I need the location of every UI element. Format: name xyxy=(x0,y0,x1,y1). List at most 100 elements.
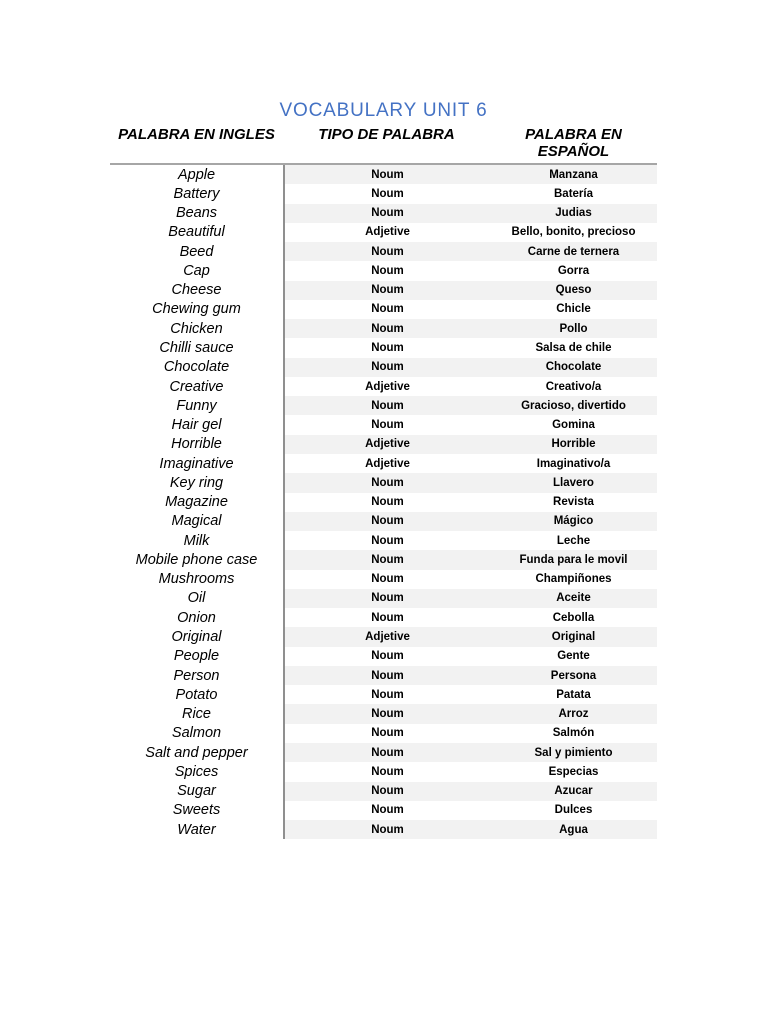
table-row: Person Noum Persona xyxy=(110,665,657,686)
cell-word-type: Noum xyxy=(371,592,404,605)
table-row: Cheese Noum Queso xyxy=(110,280,657,300)
cell-english-word: Mushrooms xyxy=(158,571,235,588)
cell-english-word: Onion xyxy=(177,609,216,626)
cell-group-shaded: Noum Leche xyxy=(283,531,657,551)
cell-spanish-word: Champiñones xyxy=(535,573,612,586)
cell-spanish-word: Revista xyxy=(553,496,594,509)
cell-english-word: Beautiful xyxy=(168,224,225,241)
cell-word-type: Noum xyxy=(371,804,404,817)
table-row: Rice Noum Arroz xyxy=(110,704,657,724)
cell-group-shaded: Noum Gomina xyxy=(283,415,657,435)
table-row: Imaginative Adjetive Imaginativo/a xyxy=(110,453,657,474)
cell-group-shaded: Noum Patata xyxy=(283,685,657,705)
table-row: Chewing gum Noum Chicle xyxy=(110,299,657,320)
cell-spanish-word: Gorra xyxy=(557,264,590,277)
cell-english-word: Chewing gum xyxy=(152,301,241,318)
cell-word-type: Noum xyxy=(371,245,404,258)
table-row: Magazine Noum Revista xyxy=(110,492,657,512)
cell-word-type: Noum xyxy=(371,515,404,528)
cell-english-word: Chilli sauce xyxy=(159,340,234,357)
cell-word-type: Noum xyxy=(371,284,404,297)
cell-group-shaded: Noum Revista xyxy=(283,492,657,512)
cell-spanish-word: Mágico xyxy=(553,515,594,528)
cell-spanish-word: Arroz xyxy=(558,708,589,721)
cell-english-word: Magazine xyxy=(165,494,228,511)
cell-group-shaded: Noum Salsa de chile xyxy=(283,338,657,358)
table-row: Hair gel Noum Gomina xyxy=(110,415,657,435)
column-header-word-type: TIPO DE PALABRA xyxy=(318,126,455,143)
cell-spanish-word: Pollo xyxy=(559,322,588,335)
cell-word-type: Noum xyxy=(371,496,404,509)
table-row: Spices Noum Especias xyxy=(110,762,657,782)
cell-english-word: Chicken xyxy=(170,320,223,337)
cell-word-type: Noum xyxy=(371,553,404,566)
cell-word-type: Noum xyxy=(371,361,404,374)
cell-english-word: Sugar xyxy=(177,783,216,800)
column-header-english: PALABRA EN INGLES xyxy=(118,126,275,143)
cell-word-type: Noum xyxy=(371,727,404,740)
table-row: Chocolate Noum Chocolate xyxy=(110,357,657,377)
cell-spanish-word: Patata xyxy=(556,688,591,701)
table-row: Cap Noum Gorra xyxy=(110,261,657,281)
cell-group-shaded: Noum Dulces xyxy=(283,800,657,821)
cell-spanish-word: Especias xyxy=(548,765,599,778)
cell-spanish-word: Creativo/a xyxy=(545,380,602,393)
cell-group-shaded: Noum Aceite xyxy=(283,588,657,609)
cell-english-word: People xyxy=(173,648,220,665)
cell-spanish-word: Original xyxy=(551,631,596,643)
cell-group-shaded: Noum Azucar xyxy=(283,781,657,801)
cell-word-type: Noum xyxy=(371,746,404,759)
cell-group-shaded: Adjetive Horrible xyxy=(283,434,657,454)
page-title: VOCABULARY UNIT 6 xyxy=(279,100,488,121)
table-row: Mobile phone case Noum Funda para le movil xyxy=(110,550,657,570)
table-row: Chicken Noum Pollo xyxy=(110,319,657,339)
cell-english-word: Mobile phone case xyxy=(135,551,258,568)
cell-group-shaded: Adjetive Original xyxy=(283,627,657,647)
cell-word-type: Noum xyxy=(371,476,404,489)
table-row: Funny Noum Gracioso, divertido xyxy=(110,396,657,416)
cell-group-shaded: Noum Queso xyxy=(283,280,657,300)
table-row: Sweets Noum Dulces xyxy=(110,800,657,821)
table-row: Onion Noum Cebolla xyxy=(110,608,657,628)
cell-word-type: Adjetive xyxy=(365,438,410,451)
cell-group-shaded: Noum Carne de ternera xyxy=(283,242,657,262)
cell-word-type: Adjetive xyxy=(365,380,410,393)
cell-english-word: Apple xyxy=(177,166,216,183)
cell-spanish-word: Persona xyxy=(550,669,597,682)
cell-group-shaded: Noum Gorra xyxy=(283,261,657,281)
cell-english-word: Milk xyxy=(183,532,210,549)
table-row: Key ring Noum Llavero xyxy=(110,473,657,493)
cell-group-shaded: Adjetive Creativo/a xyxy=(283,376,657,397)
cell-group-shaded: Noum Sal y pimiento xyxy=(283,742,657,763)
cell-group-shaded: Noum Especias xyxy=(283,762,657,782)
cell-english-word: Cheese xyxy=(171,282,222,299)
cell-spanish-word: Bello, bonito, precioso xyxy=(511,226,636,239)
cell-spanish-word: Salmón xyxy=(552,727,595,740)
cell-group-shaded: Noum Champiñones xyxy=(283,569,657,589)
cell-english-word: Key ring xyxy=(169,474,224,491)
cell-group-shaded: Adjetive Bello, bonito, precioso xyxy=(283,222,657,243)
table-row: Potato Noum Patata xyxy=(110,685,657,705)
cell-english-word: Beed xyxy=(179,243,214,260)
cell-word-type: Noum xyxy=(371,669,404,682)
cell-spanish-word: Manzana xyxy=(549,168,598,181)
cell-group-shaded: Noum Agua xyxy=(283,820,657,840)
cell-spanish-word: Gente xyxy=(557,650,590,663)
cell-group-shaded: Noum Judias xyxy=(283,203,657,223)
cell-word-type: Noum xyxy=(371,399,404,412)
column-header-spanish: PALABRA EN ESPAÑOL xyxy=(525,126,622,160)
cell-english-word: Spices xyxy=(174,763,219,780)
cell-group-shaded: Noum Funda para le movil xyxy=(283,550,657,570)
cell-spanish-word: Aceite xyxy=(556,592,591,605)
cell-group-shaded: Noum Batería xyxy=(283,184,657,204)
cell-word-type: Noum xyxy=(371,765,404,778)
cell-english-word: Sweets xyxy=(172,802,221,819)
cell-word-type: Noum xyxy=(371,187,404,200)
cell-spanish-word: Chocolate xyxy=(545,361,602,374)
cell-english-word: Original xyxy=(171,629,222,645)
cell-english-word: Water xyxy=(177,821,216,838)
cell-english-word: Salt and pepper xyxy=(145,744,248,761)
table-row: Magical Noum Mágico xyxy=(110,511,657,532)
cell-spanish-word: Cebolla xyxy=(552,611,595,624)
